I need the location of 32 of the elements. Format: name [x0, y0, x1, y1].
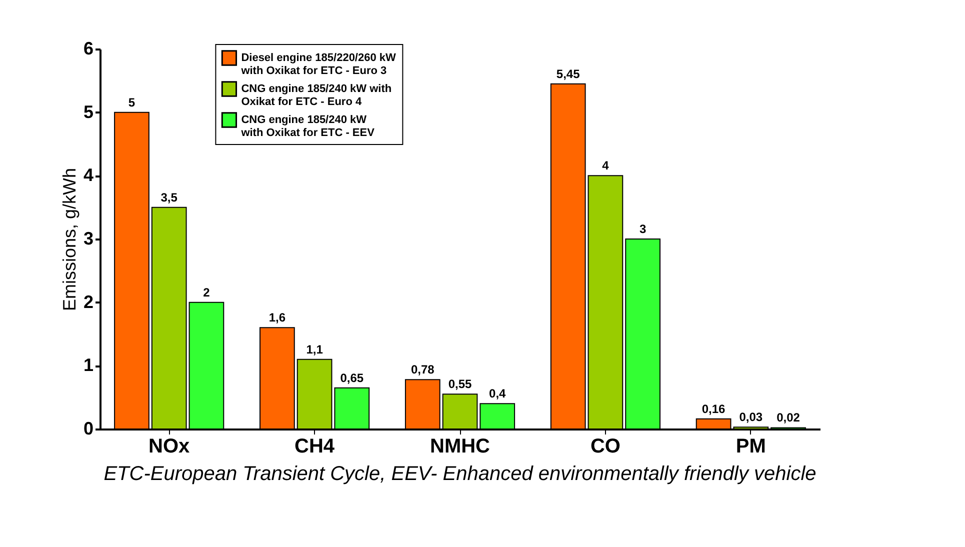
x-tick-label: NOx [148, 436, 190, 458]
data-label: 0,55 [448, 377, 472, 392]
data-label: 5,45 [556, 66, 580, 81]
y-tick-label: 4 [83, 165, 94, 186]
y-tick-label: 3 [83, 228, 94, 248]
x-tick-label: CO [590, 436, 620, 458]
data-label: 0,65 [340, 370, 364, 385]
data-label: 3,5 [160, 190, 178, 204]
data-label: 4 [602, 158, 610, 173]
y-tick-label: 2 [83, 292, 94, 312]
data-label: 0,4 [489, 386, 506, 401]
text: ETC-European Transient Cycle, EEV- Enhanced environmentally friendly vehicle [104, 463, 816, 485]
data-label: 0,78 [410, 362, 435, 377]
legend-label: CNG engine 185/240 kW with Oxikat for ETC - Euro 4 [241, 83, 392, 108]
y-tick-label: 0 [83, 418, 94, 438]
legend-label: CNG engine 185/240 kW with Oxikat for ETC - EEV [240, 114, 376, 139]
data-label: 2 [203, 285, 210, 300]
data-label: 0,02 [776, 410, 800, 425]
data-label: 0,03 [739, 410, 763, 424]
x-tick-label: NMHC [430, 436, 490, 458]
legend-label: Diesel engine 185/220/260 kW with Oxikat for ETC - Euro 3 [240, 52, 397, 77]
data-label: 1,1 [306, 342, 324, 356]
y-tick-label: 5 [83, 102, 94, 122]
data-label: 0,16 [702, 402, 726, 416]
x-tick-label: CH4 [294, 436, 336, 458]
data-label: 1,6 [268, 310, 286, 325]
y-tick-label: 1 [83, 355, 94, 376]
y-tick-label: 6 [83, 38, 94, 58]
data-label: 3 [639, 222, 646, 236]
data-label: 5 [128, 95, 136, 110]
x-tick-label: PM [736, 436, 766, 458]
y-axis-title: Emissions, g/kWh [59, 168, 80, 312]
